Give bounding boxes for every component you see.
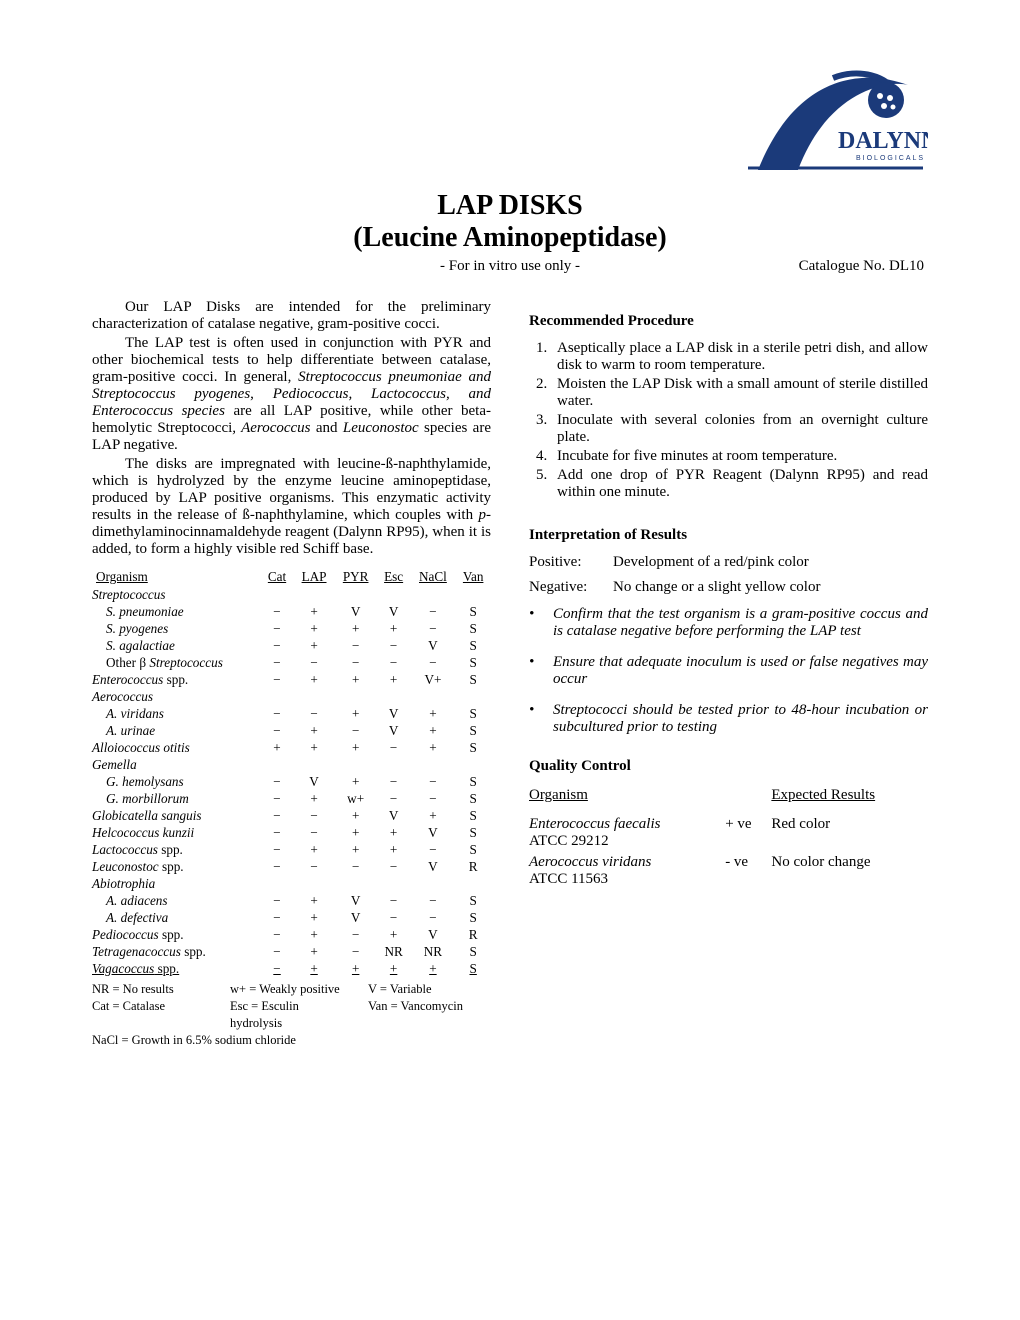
qc-col-results: Expected Results bbox=[771, 785, 928, 814]
title-line1: LAP DISKS bbox=[92, 190, 928, 222]
right-column: Recommended Procedure Aseptically place … bbox=[529, 299, 928, 1049]
left-column: Our LAP Disks are intended for the preli… bbox=[92, 299, 491, 1049]
legend-item: NaCl = Growth in 6.5% sodium chloride bbox=[92, 1032, 314, 1049]
interpretation-heading: Interpretation of Results bbox=[529, 527, 928, 544]
result-positive: Positive: Development of a red/pink colo… bbox=[529, 554, 928, 571]
org-col-4: Esc bbox=[377, 568, 411, 586]
table-row: Lactococcus spp.−+++−S bbox=[92, 841, 491, 858]
procedure-list: Aseptically place a LAP disk in a steril… bbox=[529, 340, 928, 501]
table-row: Pediococcus spp.−+−+VR bbox=[92, 926, 491, 943]
table-row: A. defectiva−+V−−S bbox=[92, 909, 491, 926]
table-row: A. adiacens−+V−−S bbox=[92, 892, 491, 909]
qc-table: Organism Expected Results Enterococcus f… bbox=[529, 785, 928, 890]
table-row: S. pyogenes−+++−S bbox=[92, 620, 491, 637]
legend-item: V = Variable bbox=[368, 981, 506, 998]
org-col-0: Organism bbox=[92, 568, 261, 586]
use-note: - For in vitro use only - bbox=[296, 258, 724, 275]
table-row: A. urinae−+−V+S bbox=[92, 722, 491, 739]
org-col-5: NaCl bbox=[411, 568, 456, 586]
logo-brand-text: DALYNN bbox=[838, 128, 928, 154]
result-negative: Negative: No change or a slight yellow c… bbox=[529, 579, 928, 596]
qc-row: Enterococcus faecalisATCC 29212+ veRed c… bbox=[529, 814, 928, 852]
note-item: •Ensure that adequate inoculum is used o… bbox=[529, 654, 928, 688]
procedure-step: Moisten the LAP Disk with a small amount… bbox=[551, 376, 928, 410]
table-row: Leuconostoc spp.−−−−VR bbox=[92, 858, 491, 875]
table-row: S. pneumoniae−+VV−S bbox=[92, 603, 491, 620]
table-row: Vagacoccus spp.−++++S bbox=[92, 960, 491, 977]
note-item: •Streptococci should be tested prior to … bbox=[529, 702, 928, 736]
legend-item: NR = No results bbox=[92, 981, 230, 998]
intro-p3: The disks are impregnated with leucine-ß… bbox=[92, 456, 491, 558]
interpretation-notes: •Confirm that the test organism is a gra… bbox=[529, 606, 928, 736]
table-row: Other β Streptococcus−−−−−S bbox=[92, 654, 491, 671]
qc-row: Aerococcus viridansATCC 11563- veNo colo… bbox=[529, 852, 928, 890]
org-col-2: LAP bbox=[293, 568, 334, 586]
table-row: Aerococcus bbox=[92, 688, 491, 705]
intro-p2: The LAP test is often used in conjunctio… bbox=[92, 335, 491, 454]
table-row: G. morbillorum−+w+−−S bbox=[92, 790, 491, 807]
table-row: Helcococcus kunzii−−++VS bbox=[92, 824, 491, 841]
subtitle-row: - For in vitro use only - Catalogue No. … bbox=[92, 258, 928, 275]
title-block: LAP DISKS (Leucine Aminopeptidase) bbox=[92, 190, 928, 254]
note-item: •Confirm that the test organism is a gra… bbox=[529, 606, 928, 640]
table-row: Abiotrophia bbox=[92, 875, 491, 892]
intro-p1: Our LAP Disks are intended for the preli… bbox=[92, 299, 491, 333]
organism-table: OrganismCatLAPPYREscNaClVan Streptococcu… bbox=[92, 568, 491, 977]
legend-item: Esc = Esculin hydrolysis bbox=[230, 998, 368, 1032]
procedure-heading: Recommended Procedure bbox=[529, 313, 928, 330]
table-row: Globicatella sanguis−−+V+S bbox=[92, 807, 491, 824]
table-row: S. agalactiae−+−−VS bbox=[92, 637, 491, 654]
table-row: Streptococcus bbox=[92, 586, 491, 603]
org-col-1: Cat bbox=[261, 568, 294, 586]
table-row: Alloiococcus otitis+++−+S bbox=[92, 739, 491, 756]
table-legend: NR = No resultsw+ = Weakly positiveV = V… bbox=[92, 981, 491, 1049]
table-row: A. viridans−−+V+S bbox=[92, 705, 491, 722]
procedure-step: Aseptically place a LAP disk in a steril… bbox=[551, 340, 928, 374]
legend-item: w+ = Weakly positive bbox=[230, 981, 368, 998]
table-row: G. hemolysans−V+−−S bbox=[92, 773, 491, 790]
legend-item: Cat = Catalase bbox=[92, 998, 230, 1032]
logo-sub-text: BIOLOGICALS bbox=[856, 155, 925, 162]
brand-logo: DALYNN BIOLOGICALS bbox=[738, 60, 928, 180]
qc-col-organism: Organism bbox=[529, 785, 725, 814]
legend-item: Van = Vancomycin bbox=[368, 998, 506, 1032]
title-line2: (Leucine Aminopeptidase) bbox=[92, 222, 928, 254]
qc-heading: Quality Control bbox=[529, 758, 928, 775]
logo-row: DALYNN BIOLOGICALS bbox=[92, 60, 928, 180]
procedure-step: Incubate for five minutes at room temper… bbox=[551, 448, 928, 465]
table-row: Tetragenacoccus spp.−+−NRNRS bbox=[92, 943, 491, 960]
table-row: Enterococcus spp.−+++V+S bbox=[92, 671, 491, 688]
catalogue-number: Catalogue No. DL10 bbox=[724, 258, 924, 275]
table-row: Gemella bbox=[92, 756, 491, 773]
org-col-6: Van bbox=[455, 568, 491, 586]
org-col-3: PYR bbox=[335, 568, 377, 586]
procedure-step: Inoculate with several colonies from an … bbox=[551, 412, 928, 446]
procedure-step: Add one drop of PYR Reagent (Dalynn RP95… bbox=[551, 467, 928, 501]
